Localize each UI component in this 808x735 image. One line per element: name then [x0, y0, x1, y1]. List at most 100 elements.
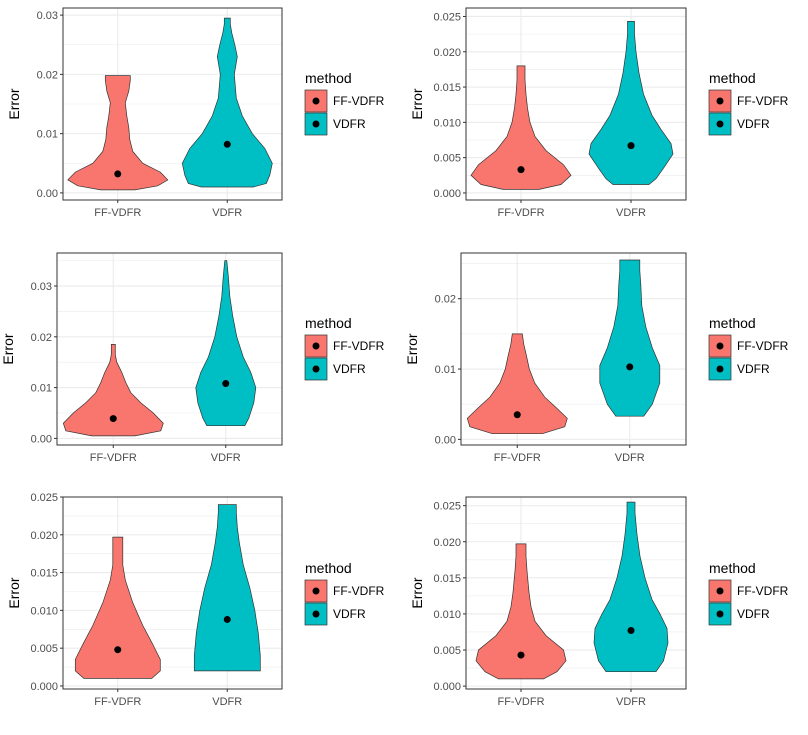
y-tick-label: 0.00 — [31, 433, 52, 445]
legend-key-point — [716, 342, 724, 350]
legend-label-ff-vdfr: FF-VDFR — [737, 339, 789, 353]
violin-ff-vdfr — [67, 75, 169, 191]
panel-border — [56, 252, 283, 446]
y-tick-label: 0.020 — [433, 47, 461, 59]
legend-title: method — [709, 70, 756, 86]
y-axis-title: Error — [6, 577, 22, 608]
mean-point-vdfr — [626, 363, 634, 371]
y-tick-label: 0.025 — [433, 11, 461, 23]
x-tick-label: VDFR — [615, 452, 645, 464]
legend-title: method — [709, 560, 756, 576]
legend-label-vdfr: VDFR — [333, 362, 366, 376]
chart-panel-1: 0.00 0.01 0.02 0.03 FF-VDFR VDFR Error method FF… — [6, 7, 385, 219]
legend-label-ff-vdfr: FF-VDFR — [737, 584, 789, 598]
y-tick-label: 0.00 — [37, 188, 58, 200]
y-tick-label: 0.000 — [433, 188, 461, 200]
y-axis-title: Error — [409, 577, 425, 608]
y-tick-label: 0.020 — [30, 530, 58, 542]
y-tick-label: 0.000 — [30, 681, 58, 693]
legend-title: method — [305, 315, 352, 331]
x-tick-label: VDFR — [616, 696, 646, 708]
legend-label-vdfr: VDFR — [737, 117, 770, 131]
legend-key-point — [716, 120, 724, 128]
legend-key-point — [716, 587, 724, 595]
legend-label-ff-vdfr: FF-VDFR — [333, 584, 385, 598]
violin-ff-vdfr — [470, 65, 572, 190]
chart-panel-5: 0.000 0.005 0.010 0.015 0.020 0.025 FF-VDFR VDF… — [6, 492, 385, 708]
y-tick-label: 0.015 — [30, 568, 58, 580]
violin-vdfr — [593, 501, 669, 673]
violin-vdfr — [195, 260, 257, 427]
violin-vdfr — [599, 259, 661, 417]
violin-ff-vdfr — [475, 543, 567, 680]
x-tick-label: VDFR — [212, 207, 242, 219]
y-tick-label: 0.02 — [435, 294, 456, 306]
y-tick-label: 0.000 — [433, 681, 461, 693]
chart-panel-4: 0.00 0.01 0.02 FF-VDFR VDFR Error method FF-VDF… — [404, 252, 789, 464]
legend-label-ff-vdfr: FF-VDFR — [333, 94, 385, 108]
chart-panel-3: 0.00 0.01 0.02 0.03 FF-VDFR VDFR Error method FF… — [0, 252, 385, 464]
panel-border — [465, 496, 687, 690]
x-tick-label: FF-VDFR — [497, 696, 544, 708]
y-tick-label: 0.010 — [30, 605, 58, 617]
violin-vdfr — [181, 17, 273, 188]
mean-point-vdfr — [627, 142, 635, 150]
chart-panel-2: 0.000 0.005 0.010 0.015 0.020 0.025 FF-VDFR VDF… — [409, 7, 789, 219]
legend-label-vdfr: VDFR — [333, 117, 366, 131]
y-tick-label: 0.010 — [433, 117, 461, 129]
y-tick-label: 0.00 — [435, 434, 456, 446]
legend-label-vdfr: VDFR — [737, 607, 770, 621]
x-tick-label: VDFR — [212, 696, 242, 708]
violin-ff-vdfr — [466, 333, 568, 435]
y-tick-label: 0.015 — [433, 82, 461, 94]
legend-key-point — [312, 120, 320, 128]
y-tick-label: 0.005 — [433, 645, 461, 657]
y-tick-label: 0.020 — [433, 537, 461, 549]
legend-key-point — [312, 365, 320, 373]
x-tick-label: FF-VDFR — [494, 452, 541, 464]
y-tick-label: 0.025 — [30, 492, 58, 504]
legend-title: method — [305, 560, 352, 576]
y-tick-label: 0.010 — [433, 609, 461, 621]
mean-point-vdfr — [223, 140, 231, 148]
y-tick-label: 0.01 — [435, 364, 456, 376]
y-tick-label: 0.02 — [31, 332, 52, 344]
x-tick-label: VDFR — [211, 452, 241, 464]
y-tick-label: 0.005 — [433, 153, 461, 165]
legend-key-point — [312, 610, 320, 618]
y-axis-title: Error — [6, 88, 22, 119]
legend-key-point — [312, 97, 320, 105]
x-tick-label: VDFR — [616, 207, 646, 219]
violin-vdfr — [588, 21, 674, 185]
x-tick-label: FF-VDFR — [497, 207, 544, 219]
mean-point-ff-vdfr — [513, 411, 521, 419]
y-tick-label: 0.015 — [433, 573, 461, 585]
mean-point-ff-vdfr — [114, 170, 122, 178]
panel-border — [465, 7, 687, 201]
mean-point-vdfr — [627, 627, 635, 635]
mean-point-vdfr — [222, 380, 230, 388]
y-axis-title: Error — [409, 88, 425, 119]
panel-border — [460, 252, 687, 446]
y-tick-label: 0.03 — [31, 281, 52, 293]
legend-label-ff-vdfr: FF-VDFR — [333, 339, 385, 353]
mean-point-ff-vdfr — [114, 646, 122, 654]
legend-label-ff-vdfr: FF-VDFR — [737, 94, 789, 108]
mean-point-ff-vdfr — [109, 415, 117, 423]
mean-point-ff-vdfr — [517, 166, 525, 174]
x-tick-label: FF-VDFR — [94, 696, 141, 708]
x-tick-label: FF-VDFR — [94, 207, 141, 219]
legend-key-point — [716, 610, 724, 618]
panel-border — [62, 496, 283, 690]
legend-title: method — [305, 70, 352, 86]
y-tick-label: 0.01 — [37, 129, 58, 141]
legend-key-point — [312, 587, 320, 595]
legend-key-point — [716, 365, 724, 373]
y-tick-label: 0.01 — [31, 383, 52, 395]
mean-point-vdfr — [223, 615, 231, 623]
panel-border — [62, 7, 283, 201]
legend-label-vdfr: VDFR — [737, 362, 770, 376]
legend-key-point — [716, 97, 724, 105]
y-axis-title: Error — [0, 333, 16, 364]
